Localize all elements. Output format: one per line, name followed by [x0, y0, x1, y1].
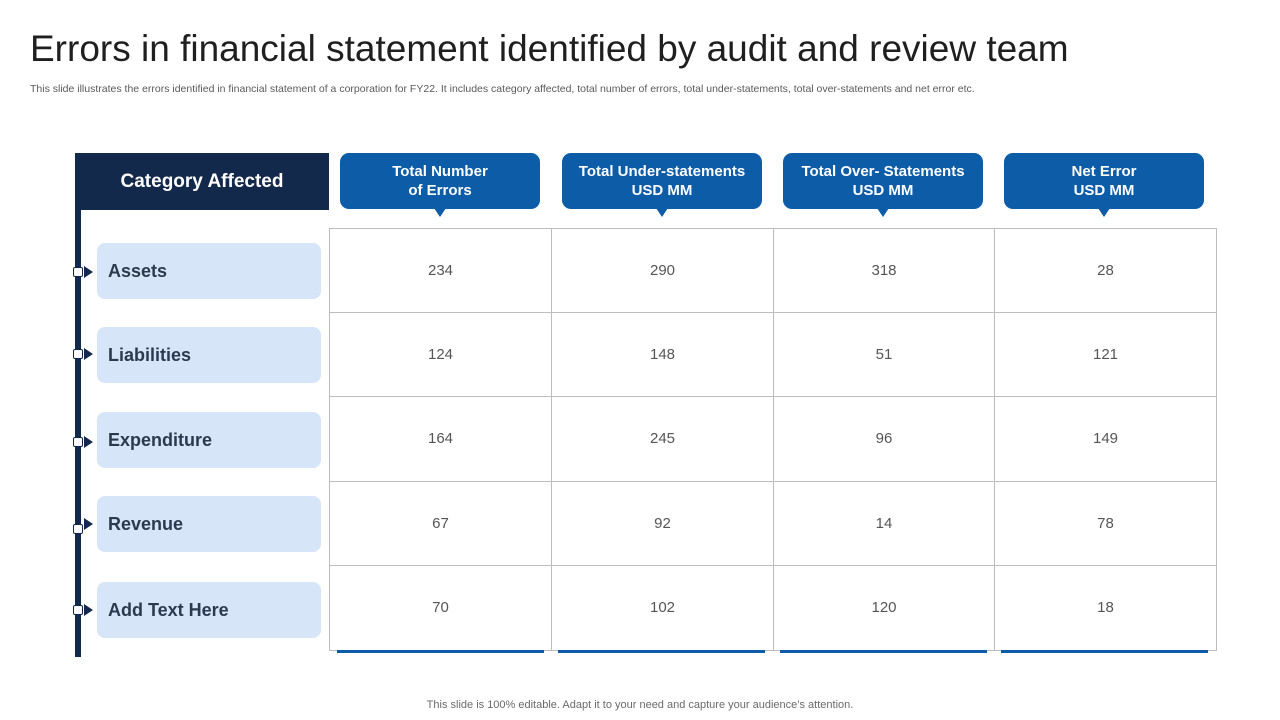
- category-timeline-line: [75, 153, 81, 657]
- table-cell: 28: [995, 229, 1216, 314]
- connector-node: [73, 267, 83, 277]
- table-cell: 164: [330, 397, 552, 482]
- category-header: Category Affected: [75, 153, 329, 210]
- column-header-under-statements: Total Under-statements USD MM: [562, 153, 762, 217]
- column-underline: [780, 650, 987, 653]
- column-header-label: Total Over- Statements USD MM: [801, 163, 965, 199]
- arrow-right-icon: [84, 436, 93, 448]
- arrow-right-icon: [84, 266, 93, 278]
- category-item-liabilities: Liabilities: [97, 327, 321, 383]
- table-cell: 290: [552, 229, 774, 314]
- category-item-add-text: Add Text Here: [97, 582, 321, 638]
- connector-node: [73, 437, 83, 447]
- table-cell: 67: [330, 481, 552, 566]
- column-underline: [558, 650, 765, 653]
- column-header-label: Net Error USD MM: [1071, 163, 1137, 199]
- table-cell: 102: [552, 565, 774, 650]
- table-cell: 149: [995, 397, 1216, 482]
- slide-subtitle: This slide illustrates the errors identi…: [30, 83, 975, 95]
- table-cell: 96: [774, 397, 995, 482]
- table-cell: 121: [995, 313, 1216, 398]
- arrow-right-icon: [84, 348, 93, 360]
- connector-node: [73, 605, 83, 615]
- table-cell: 120: [774, 565, 995, 650]
- slide-title: Errors in financial statement identified…: [30, 28, 1069, 69]
- column-header-net-error: Net Error USD MM: [1004, 153, 1204, 217]
- column-header-over-statements: Total Over- Statements USD MM: [783, 153, 983, 217]
- connector-node: [73, 524, 83, 534]
- pointer-down-icon: [877, 208, 889, 217]
- table-cell: 18: [1097, 599, 1114, 617]
- table-cell: 124: [330, 313, 552, 398]
- column-underline: [1001, 650, 1208, 653]
- table-cell: 78: [995, 482, 1216, 566]
- data-table: 234 290 318 28 124 148 51 121 164 245 96…: [329, 228, 1217, 651]
- column-header-total-errors: Total Number of Errors: [340, 153, 540, 217]
- slide-footer: This slide is 100% editable. Adapt it to…: [426, 699, 854, 711]
- category-item-assets: Assets: [97, 243, 321, 299]
- table-cell: 92: [552, 481, 774, 566]
- connector-node: [73, 349, 83, 359]
- column-underline: [337, 650, 544, 653]
- table-cell: 51: [774, 313, 995, 398]
- table-cell: 234: [330, 229, 552, 314]
- pointer-down-icon: [1098, 208, 1110, 217]
- column-header-label: Total Under-statements USD MM: [578, 163, 746, 199]
- table-cell: 70: [330, 565, 552, 650]
- pointer-down-icon: [656, 208, 668, 217]
- pointer-down-icon: [434, 208, 446, 217]
- table-cell: 148: [552, 313, 774, 398]
- table-cell: 245: [552, 397, 774, 482]
- category-item-expenditure: Expenditure: [97, 412, 321, 468]
- table-cell: 14: [774, 481, 995, 566]
- category-item-revenue: Revenue: [97, 496, 321, 552]
- column-header-label: Total Number of Errors: [392, 163, 488, 199]
- arrow-right-icon: [84, 604, 93, 616]
- table-cell: 318: [774, 229, 995, 314]
- arrow-right-icon: [84, 518, 93, 530]
